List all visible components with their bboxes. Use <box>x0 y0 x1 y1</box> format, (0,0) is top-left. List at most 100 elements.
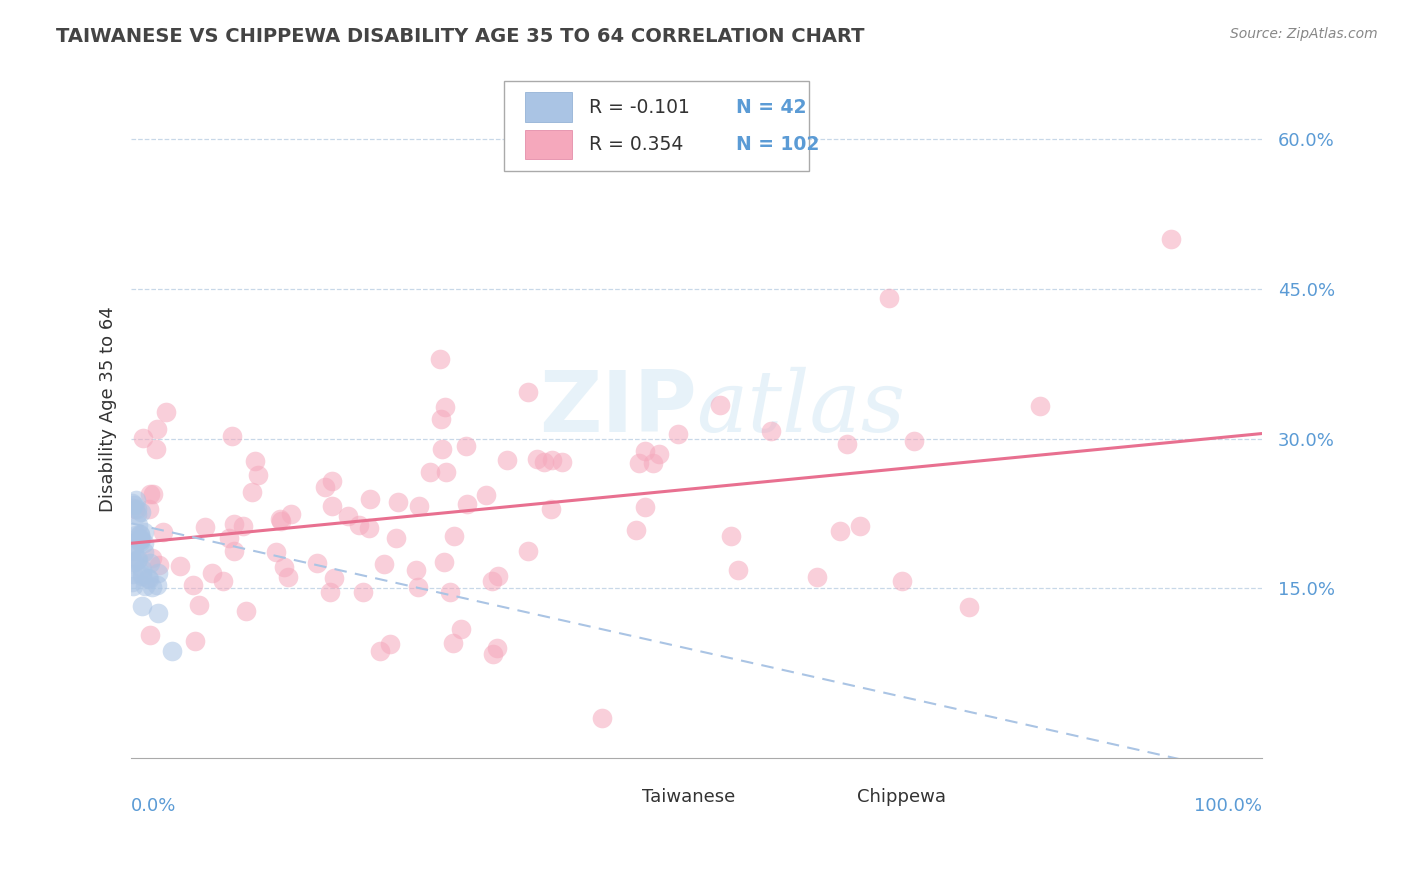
Point <box>347 518 370 533</box>
Point <box>181 578 204 592</box>
FancyBboxPatch shape <box>606 783 634 810</box>
Point <box>368 644 391 658</box>
Point <box>155 405 177 419</box>
Point <box>222 544 245 558</box>
Point <box>134 579 156 593</box>
Point <box>433 555 456 569</box>
Text: R = -0.101: R = -0.101 <box>589 97 690 117</box>
Point <box>264 545 287 559</box>
Point <box>849 519 872 533</box>
Point <box>456 497 478 511</box>
Point <box>124 501 146 516</box>
Point <box>131 569 153 583</box>
Point <box>634 444 657 458</box>
Point <box>146 606 169 620</box>
FancyBboxPatch shape <box>524 93 572 121</box>
Point <box>648 447 671 461</box>
Text: N = 42: N = 42 <box>735 97 807 117</box>
Point <box>429 411 451 425</box>
Point <box>139 628 162 642</box>
Point <box>235 604 257 618</box>
Point <box>125 527 148 541</box>
Point <box>139 556 162 570</box>
Point <box>759 424 782 438</box>
Point <box>380 637 402 651</box>
Point <box>121 556 143 570</box>
Point <box>517 544 540 558</box>
Point <box>221 429 243 443</box>
Point <box>321 499 343 513</box>
Point <box>131 562 153 576</box>
Point <box>540 452 562 467</box>
Point <box>138 487 160 501</box>
Point <box>307 556 329 570</box>
Y-axis label: Disability Age 35 to 64: Disability Age 35 to 64 <box>100 306 117 511</box>
Point <box>720 529 742 543</box>
Point <box>727 563 749 577</box>
Point <box>486 640 509 655</box>
Point <box>142 487 165 501</box>
Point <box>481 574 503 588</box>
Point <box>1160 232 1182 246</box>
Point <box>439 584 461 599</box>
Point <box>132 524 155 539</box>
Point <box>443 529 465 543</box>
Point <box>222 517 245 532</box>
Point <box>273 560 295 574</box>
Point <box>434 465 457 479</box>
Point <box>121 579 143 593</box>
Point <box>246 468 269 483</box>
Point <box>146 566 169 581</box>
Point <box>323 571 346 585</box>
Point <box>145 442 167 457</box>
Point <box>405 563 427 577</box>
Point <box>517 384 540 399</box>
Point <box>136 571 159 585</box>
Point <box>540 501 562 516</box>
Point <box>450 623 472 637</box>
Point <box>122 555 145 569</box>
Point <box>269 512 291 526</box>
Point <box>128 526 150 541</box>
Point <box>352 584 374 599</box>
Point <box>160 644 183 658</box>
Point <box>835 437 858 451</box>
Point <box>128 533 150 547</box>
Point <box>124 498 146 512</box>
Point <box>201 566 224 580</box>
FancyBboxPatch shape <box>524 130 572 160</box>
Point <box>337 509 360 524</box>
Point <box>429 352 451 367</box>
Point <box>280 508 302 522</box>
Point <box>419 465 441 479</box>
Point <box>122 566 145 581</box>
Point <box>152 524 174 539</box>
Point <box>129 533 152 547</box>
Point <box>408 581 430 595</box>
Point <box>357 521 380 535</box>
Point <box>211 574 233 588</box>
Point <box>121 496 143 510</box>
Point <box>387 495 409 509</box>
Point <box>131 431 153 445</box>
Point <box>877 291 900 305</box>
Point <box>385 531 408 545</box>
Point <box>131 599 153 614</box>
Point <box>194 520 217 534</box>
Point <box>184 634 207 648</box>
Point <box>127 552 149 566</box>
Point <box>624 523 647 537</box>
Point <box>314 480 336 494</box>
Point <box>666 427 689 442</box>
Point <box>243 454 266 468</box>
Text: 0.0%: 0.0% <box>131 797 177 814</box>
Point <box>496 452 519 467</box>
Point <box>125 507 148 521</box>
Point <box>806 570 828 584</box>
Point <box>121 500 143 515</box>
Point <box>957 600 980 615</box>
Point <box>138 502 160 516</box>
Text: TAIWANESE VS CHIPPEWA DISABILITY AGE 35 TO 64 CORRELATION CHART: TAIWANESE VS CHIPPEWA DISABILITY AGE 35 … <box>56 27 865 45</box>
Point <box>121 574 143 589</box>
Point <box>232 519 254 533</box>
